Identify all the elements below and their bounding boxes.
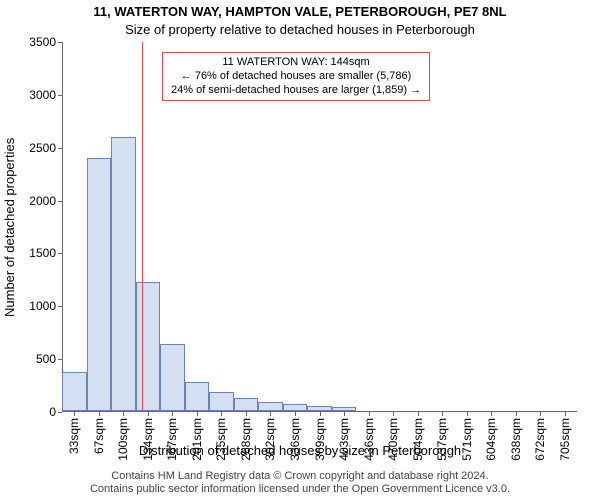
xtick-mark — [148, 412, 149, 416]
ytick-mark — [58, 42, 62, 43]
x-axis-label: Distribution of detached houses by size … — [0, 443, 600, 458]
chart-title-line2: Size of property relative to detached ho… — [0, 22, 600, 37]
chart-container: 11, WATERTON WAY, HAMPTON VALE, PETERBOR… — [0, 0, 600, 500]
histogram-bar — [185, 382, 210, 411]
info-box-line: 11 WATERTON WAY: 144sqm — [171, 56, 421, 70]
xtick-mark — [540, 412, 541, 416]
ytick-label: 1000 — [29, 299, 56, 313]
ytick-mark — [58, 95, 62, 96]
ytick-mark — [58, 148, 62, 149]
ytick-mark — [58, 359, 62, 360]
histogram-bar — [258, 402, 283, 412]
histogram-bar — [136, 282, 161, 411]
xtick-mark — [442, 412, 443, 416]
chart-title-line1: 11, WATERTON WAY, HAMPTON VALE, PETERBOR… — [0, 4, 600, 19]
ytick-label: 1500 — [29, 246, 56, 260]
ytick-label: 3500 — [29, 35, 56, 49]
histogram-bar — [332, 407, 357, 411]
xtick-mark — [320, 412, 321, 416]
plot-area: 050010001500200025003000350033sqm67sqm10… — [62, 42, 577, 412]
histogram-bar — [209, 392, 234, 411]
xtick-mark — [172, 412, 173, 416]
xtick-mark — [565, 412, 566, 416]
histogram-bar — [62, 372, 87, 411]
xtick-mark — [344, 412, 345, 416]
footer-line1: Contains HM Land Registry data © Crown c… — [0, 470, 600, 484]
histogram-bar — [111, 137, 136, 411]
ytick-label: 500 — [36, 352, 56, 366]
ytick-mark — [58, 306, 62, 307]
xtick-mark — [99, 412, 100, 416]
xtick-mark — [516, 412, 517, 416]
property-info-box: 11 WATERTON WAY: 144sqm← 76% of detached… — [162, 52, 430, 101]
property-marker-line — [142, 42, 143, 412]
histogram-bar — [234, 398, 259, 411]
xtick-mark — [295, 412, 296, 416]
histogram-bar — [160, 344, 185, 411]
info-box-line: ← 76% of detached houses are smaller (5,… — [171, 70, 421, 84]
xtick-mark — [221, 412, 222, 416]
xtick-mark — [270, 412, 271, 416]
histogram-bar — [87, 158, 112, 411]
ytick-label: 3000 — [29, 88, 56, 102]
ytick-label: 0 — [49, 405, 56, 419]
footer-line2: Contains public sector information licen… — [0, 483, 600, 497]
ytick-label: 2500 — [29, 141, 56, 155]
y-axis-label: Number of detached properties — [2, 137, 17, 316]
xtick-mark — [491, 412, 492, 416]
histogram-bar — [307, 406, 332, 411]
xtick-mark — [197, 412, 198, 416]
xtick-mark — [418, 412, 419, 416]
info-box-line: 24% of semi-detached houses are larger (… — [171, 84, 421, 98]
ytick-mark — [58, 412, 62, 413]
ytick-mark — [58, 201, 62, 202]
xtick-mark — [467, 412, 468, 416]
xtick-mark — [246, 412, 247, 416]
y-axis-line — [62, 42, 63, 412]
footer: Contains HM Land Registry data © Crown c… — [0, 470, 600, 498]
xtick-mark — [74, 412, 75, 416]
xtick-mark — [393, 412, 394, 416]
xtick-mark — [123, 412, 124, 416]
xtick-mark — [369, 412, 370, 416]
ytick-mark — [58, 253, 62, 254]
ytick-label: 2000 — [29, 194, 56, 208]
histogram-bar — [283, 404, 308, 411]
